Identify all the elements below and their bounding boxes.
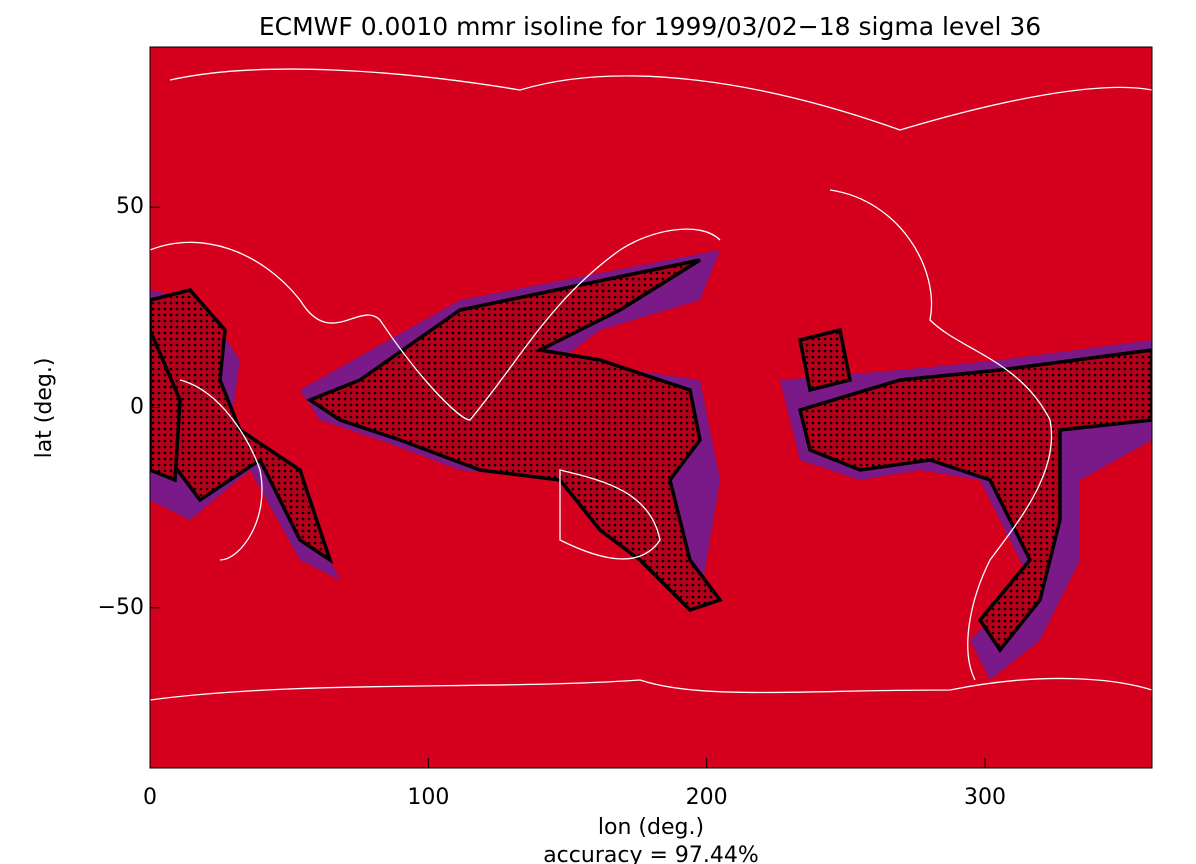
y-tick-label: −50 [98,595,144,620]
chart-title: ECMWF 0.0010 mmr isoline for 1999/03/02−… [259,12,1041,41]
y-tick-label: 0 [130,395,144,420]
y-axis-label: lat (deg.) [32,358,57,459]
x-tick-label: 300 [964,785,1006,810]
annotation: accuracy = 97.44% [543,843,759,864]
map-features [150,68,1152,701]
x-axis-label: lon (deg.) [598,815,704,840]
x-tick-label: 0 [143,785,157,810]
x-tick-label: 200 [686,785,728,810]
y-tick-label: 50 [116,194,144,219]
x-tick-label: 100 [407,785,449,810]
